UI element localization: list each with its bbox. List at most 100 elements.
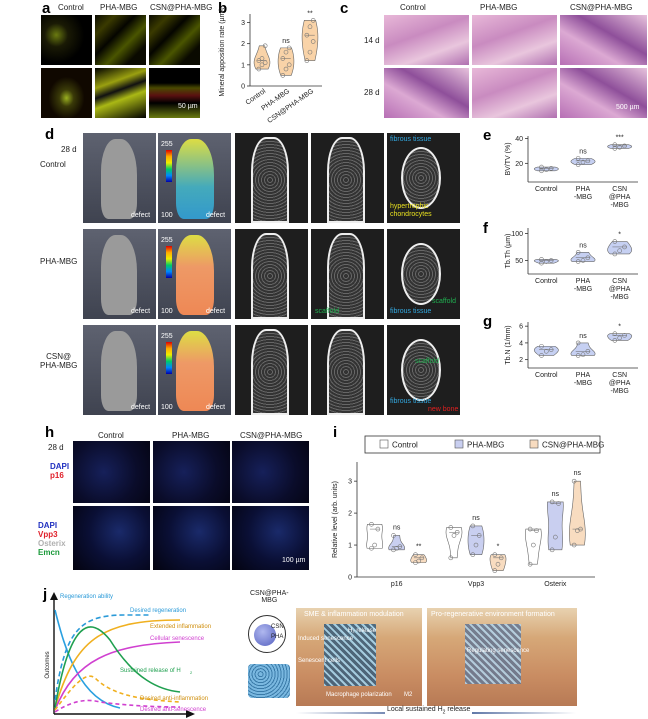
- h-col-pha: PHA-MBG: [172, 431, 210, 440]
- h-scale-bar: 100 µm: [282, 557, 306, 564]
- violin-0-point: [548, 347, 554, 352]
- d-ct-slice: [235, 133, 308, 223]
- d-cortex-outline: [251, 137, 289, 223]
- violin-2-point: [310, 18, 316, 23]
- violin-1-point: [575, 162, 581, 167]
- violin-0-point: [259, 62, 265, 68]
- d-ct-slice: [235, 325, 308, 415]
- d-cbar-max: 255: [161, 333, 173, 340]
- h-image-control-vpp3: [73, 506, 150, 570]
- violin-1-point: [585, 255, 591, 261]
- violin-2-point: [310, 39, 316, 44]
- d-bone-shape: [101, 235, 137, 315]
- significance-label: ns: [282, 38, 290, 45]
- d-cbar-max: 255: [161, 141, 173, 148]
- legend-swatch: [454, 439, 464, 449]
- panel-label-a: a: [42, 0, 51, 17]
- curve-label-h2: Sustained release of H: [120, 668, 181, 674]
- d-bone-shape: [101, 139, 137, 219]
- significance-label: ns: [393, 524, 401, 531]
- violin-0-point: [548, 166, 554, 171]
- c-col-pha: PHA-MBG: [480, 3, 518, 12]
- panel-label-d: d: [45, 126, 55, 143]
- curve-desired-regeneration: [54, 614, 150, 701]
- violin-0-2-point: [419, 555, 425, 561]
- panel-label-h: h: [45, 424, 55, 441]
- violin-1-2-violin: [489, 554, 507, 571]
- curve-cellular-senescence: [54, 641, 181, 711]
- violin-0-0-point: [369, 545, 374, 551]
- violin-1-0-point: [448, 525, 454, 530]
- curve-label-ext_infl: Extended inflammation: [150, 624, 211, 630]
- j-bottom-tail: release: [445, 706, 471, 713]
- violin-1-1-point: [470, 523, 476, 529]
- c-image-control-14d: [383, 14, 470, 66]
- violin-1-point: [575, 250, 581, 255]
- j-panel-sme: SME & inflammation modulation Induced se…: [296, 608, 422, 706]
- x-tick-label: CSN: [612, 372, 627, 379]
- violin-2-violin: [607, 241, 633, 255]
- legend-swatch: [529, 439, 539, 449]
- curve-regeneration-ability: [54, 609, 121, 709]
- violin-1-point: [283, 66, 289, 72]
- violin-1-violin: [277, 47, 295, 76]
- violin-0-point: [262, 43, 268, 49]
- c-image-control-28d: [383, 67, 470, 119]
- violin-0-1-point: [391, 533, 396, 538]
- violin-2-1-violin: [547, 501, 564, 551]
- h-r2-emcn: Emcn: [38, 548, 60, 557]
- a-image-csn-high: [148, 67, 201, 119]
- d-defect-label: defect: [206, 212, 226, 219]
- d-defect-label: defect: [131, 308, 151, 315]
- j-p1-l5: M2: [404, 692, 413, 698]
- d-ct-slice: [387, 229, 460, 319]
- violin-1-2-point: [498, 555, 504, 561]
- violin-2-point: [622, 244, 627, 250]
- d-bone-density: [176, 235, 214, 315]
- h-r2-vpp3: Vpp3: [38, 530, 58, 539]
- curve-desired-anti-senescence: [54, 699, 181, 713]
- d-colorbar: [166, 150, 172, 182]
- violin-2-point: [612, 142, 618, 148]
- d-3d-render: defect: [83, 229, 156, 319]
- j-panel-regen: Pro-regenerative environment formation R…: [427, 608, 577, 706]
- violin-1-1-violin: [467, 525, 485, 555]
- panel-label-f: f: [483, 220, 488, 237]
- d-annotation-fibrous1: fibrous tissue: [390, 136, 432, 143]
- c-image-csn-14d: [559, 14, 648, 66]
- significance-label: ***: [616, 135, 624, 142]
- y-tick-label: 1: [241, 62, 245, 69]
- c-scale-bar: 500 µm: [616, 104, 640, 111]
- d-row-label-0: Control: [40, 160, 66, 169]
- significance-label: ns: [579, 242, 587, 249]
- d-bone-density: [176, 139, 214, 219]
- curve-label-cell_sen: Cellular senescence: [150, 636, 205, 642]
- x-tick-label: Osterix: [544, 581, 567, 588]
- c-row-14d: 14 d: [364, 36, 380, 45]
- legend-label: Control: [392, 441, 418, 450]
- x-tick-label: PHA: [576, 278, 591, 285]
- legend-box: [364, 435, 601, 454]
- d-3d-render: defect: [83, 133, 156, 223]
- legend-swatch: [379, 439, 389, 449]
- violin-1-point: [280, 73, 286, 78]
- curve-label-des_anti_sen: Desired anti-senescence: [140, 707, 207, 713]
- violin-2-0-violin: [525, 528, 542, 565]
- d-density-map: 255 100 defect: [158, 229, 231, 319]
- curve-label-des_anti_infl: Desired anti-inflammation: [140, 696, 208, 702]
- violin-2-point: [612, 251, 618, 257]
- violin-1-point: [283, 49, 289, 55]
- d-ct-slice: [387, 325, 460, 415]
- c-col-control: Control: [400, 3, 426, 12]
- d-cortex-outline: [251, 233, 289, 319]
- violin-1-2-point: [495, 561, 501, 567]
- violin-1-0-point: [451, 533, 457, 538]
- violin-1-point: [286, 45, 292, 51]
- violin-1-point: [280, 56, 286, 61]
- violin-2-point: [622, 143, 627, 149]
- h-r2-osterix: Osterix: [38, 539, 66, 548]
- c-col-csn: CSN@PHA-MBG: [570, 3, 633, 12]
- y-axis-label: BV/TV (%): [505, 142, 512, 175]
- x-tick-label: PHA: [576, 186, 591, 193]
